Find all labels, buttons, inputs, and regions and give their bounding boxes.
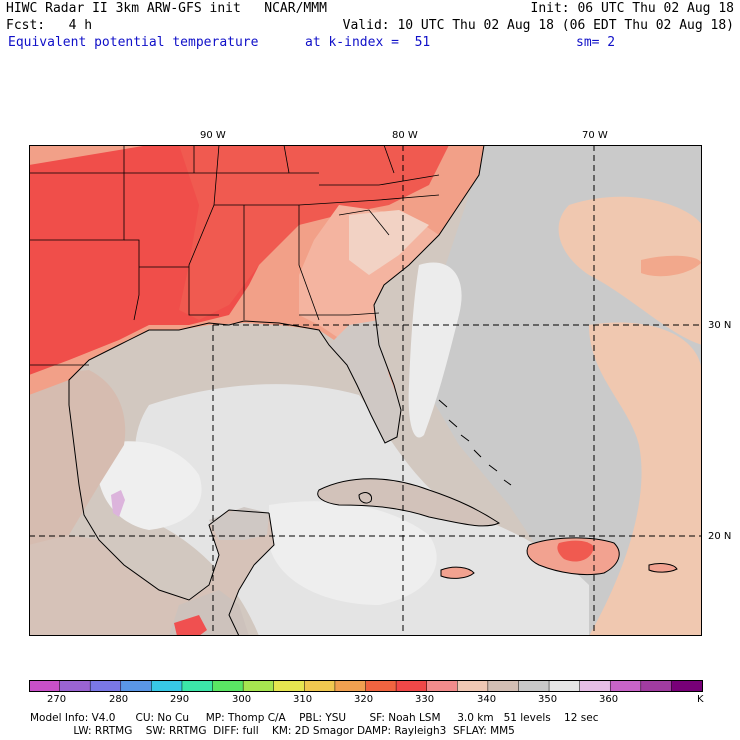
yucatan-land [209, 507, 269, 540]
interior-red-2 [179, 145, 449, 320]
cuba-land [317, 478, 499, 526]
florida-land [329, 320, 401, 443]
model-info-line1: Model Info: V4.0 CU: No Cu MP: Thomp C/A… [30, 712, 599, 724]
colorbar-label-310: 310 [293, 694, 313, 705]
smoothing-label: sm= 2 [576, 35, 616, 50]
colorbar-label-300: 300 [232, 694, 252, 705]
colorbar-label-280: 280 [109, 694, 129, 705]
colorbar-cell [365, 680, 397, 692]
colorbar-cell [395, 680, 428, 692]
atlantic-salmon-patch [641, 255, 701, 277]
puerto-rico-land [649, 563, 677, 573]
carolina-light [349, 210, 429, 275]
map-frame [29, 145, 702, 636]
colorbar-cell [426, 680, 459, 692]
valid-time: Valid: 10 UTC Thu 02 Aug 18 (06 EDT Thu … [342, 18, 734, 33]
colorbar-cell [487, 680, 520, 692]
forecast-hour: Fcst: 4 h [6, 18, 93, 33]
atlantic-peach-1 [558, 196, 702, 345]
colorbar-cell [273, 680, 306, 692]
central-america-red [174, 615, 207, 636]
lon-label-80w: 80 W [392, 130, 418, 141]
colorbar-label-330: 330 [415, 694, 435, 705]
colorbar [29, 680, 703, 692]
colorbar-cell [242, 680, 275, 692]
lat-lon-grid [29, 145, 702, 636]
colorbar-cell [579, 680, 611, 692]
colorbar-cell [120, 680, 153, 692]
jamaica-land [441, 567, 474, 579]
colorbar-label-290: 290 [170, 694, 190, 705]
atlantic-peach-2 [589, 322, 702, 636]
state-borders [29, 145, 440, 366]
hispaniola-red [557, 540, 594, 562]
model-info-line2: LW: RRTMG SW: RRTMG DIFF: full KM: 2D Sm… [30, 725, 515, 737]
colorbar-cell [151, 680, 183, 692]
colorbar-cell [89, 680, 122, 692]
colorbar-cell [334, 680, 367, 692]
lon-label-90w: 90 W [200, 130, 226, 141]
colorbar-label-360: 360 [599, 694, 619, 705]
colorbar-cell [671, 680, 703, 692]
model-title: HIWC Radar II 3km ARW-GFS init NCAR/MMM [6, 1, 327, 16]
lon-label-70w: 70 W [582, 130, 608, 141]
colorbar-cell [181, 680, 214, 692]
west-gulf-tan [29, 370, 126, 545]
colorbar-label-units: K [697, 694, 704, 705]
field-name: Equivalent potential temperature [8, 35, 259, 50]
colorbar-label-270: 270 [47, 694, 67, 705]
atlantic-white-strip [408, 262, 462, 438]
gulf-white [97, 441, 202, 530]
colorbar-cell [304, 680, 336, 692]
colorbar-label-350: 350 [538, 694, 558, 705]
colorbar-cell [457, 680, 489, 692]
colorbar-cell [29, 680, 61, 692]
colorbar-label-340: 340 [477, 694, 497, 705]
colorbar-cell [640, 680, 673, 692]
lat-label-20n: 20 N [708, 531, 732, 542]
caribbean-white [269, 501, 437, 605]
colorbar-cell [212, 680, 244, 692]
lat-label-30n: 30 N [708, 320, 732, 331]
init-time: Init: 06 UTC Thu 02 Aug 18 [530, 1, 735, 16]
colorbar-cell [609, 680, 642, 692]
theta-e-map [29, 145, 702, 636]
colorbar-cell [59, 680, 91, 692]
level-label: at k-index = 51 [305, 35, 431, 50]
colorbar-label-320: 320 [354, 694, 374, 705]
colorbar-cell [548, 680, 581, 692]
colorbar-cell [518, 680, 550, 692]
gulf-lavender-spots [111, 490, 125, 517]
